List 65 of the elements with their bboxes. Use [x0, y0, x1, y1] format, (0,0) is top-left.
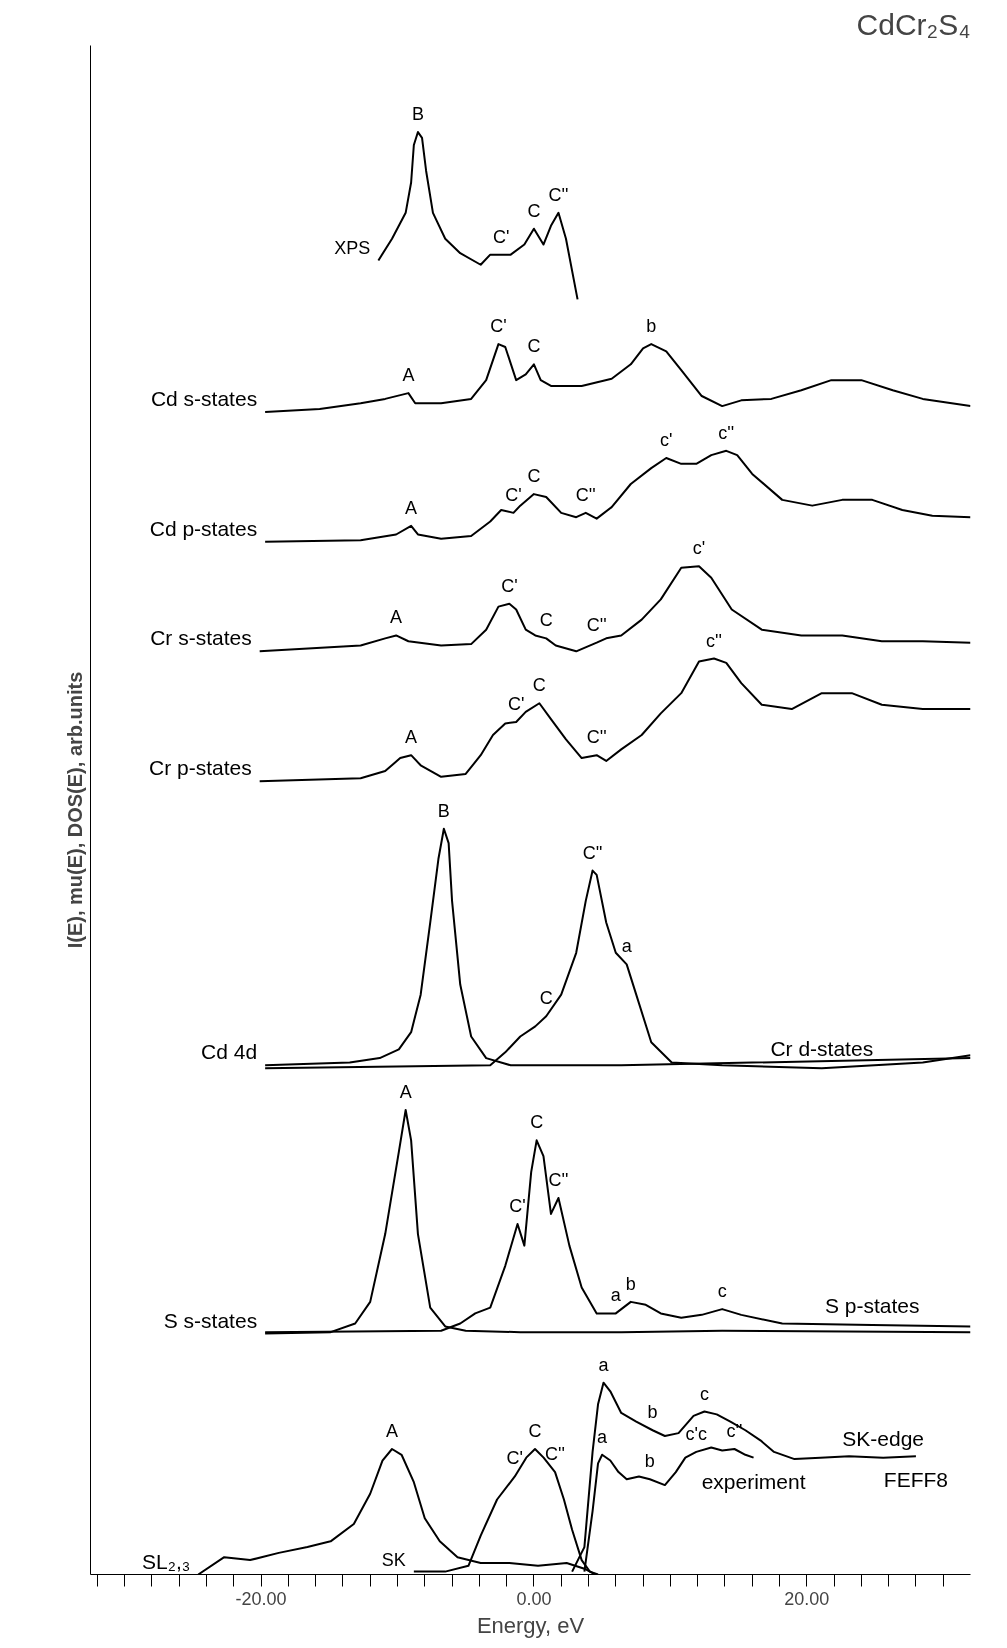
annotation: experiment	[701, 1469, 806, 1493]
annotation: S s-states	[163, 1308, 258, 1332]
annotation: c''	[706, 630, 722, 651]
annotation: C''	[545, 1444, 565, 1465]
annotation: A	[405, 497, 418, 518]
annotation: C'	[509, 1195, 526, 1216]
annotation: b	[647, 1402, 658, 1423]
annotation: Cd 4d	[201, 1040, 258, 1064]
annotation: C'	[501, 575, 518, 596]
annotation: C''	[575, 484, 596, 505]
annotation: A	[399, 1082, 412, 1103]
annotation: C'	[506, 1448, 524, 1469]
annotation: C''	[586, 727, 607, 748]
annotation: C	[539, 988, 553, 1009]
annotation: b	[646, 316, 657, 337]
annotation: Cr s-states	[150, 626, 252, 650]
annotation: C''	[548, 1170, 569, 1191]
annotation: c'	[692, 538, 706, 559]
annotation: C	[527, 466, 541, 487]
annotation: A	[390, 607, 403, 628]
x-tick-label: 20.00	[784, 1588, 830, 1609]
annotation: c'	[660, 430, 673, 451]
annotation: B	[411, 104, 424, 125]
annotation: c	[699, 1383, 709, 1404]
annotation: c''	[718, 422, 735, 443]
annotation: C	[527, 200, 541, 221]
annotation: SL₂,₃	[142, 1549, 191, 1573]
x-axis-title: Energy, eV	[476, 1612, 585, 1638]
x-tick-label: 0.00	[516, 1588, 552, 1609]
chart-title: CdCr₂S₄	[856, 7, 971, 41]
annotation: C	[528, 1421, 542, 1442]
y-axis-title: I(E), mu(E), DOS(E), arb.units	[63, 671, 86, 949]
x-tick-label: -20.00	[235, 1588, 287, 1609]
annotation: C	[532, 675, 546, 696]
annotation: C'	[490, 316, 507, 337]
annotation: C''	[582, 842, 603, 863]
annotation: C''	[548, 184, 569, 205]
annotation: C	[539, 610, 553, 631]
annotation: a	[597, 1426, 609, 1447]
annotation: C	[530, 1112, 544, 1133]
annotation: Cr p-states	[148, 756, 252, 780]
annotation: a	[621, 936, 633, 957]
annotation: c	[717, 1281, 727, 1302]
annotation: A	[402, 365, 415, 386]
annotation: Cr d-states	[770, 1037, 874, 1061]
annotation: a	[610, 1285, 622, 1306]
annotation: C	[527, 336, 541, 357]
annotation: A	[405, 727, 418, 748]
annotation: S p-states	[825, 1293, 920, 1317]
annotation: SK	[381, 1549, 406, 1570]
annotation: Cd s-states	[150, 386, 258, 410]
annotation: b	[625, 1273, 636, 1294]
annotation: FEFF8	[883, 1468, 949, 1492]
annotation: Cd p-states	[149, 516, 258, 540]
annotation: C'	[492, 226, 510, 247]
annotation: a	[598, 1354, 610, 1375]
annotation: C'	[505, 484, 522, 505]
annotation: XPS	[334, 238, 371, 259]
annotation: B	[437, 800, 450, 821]
annotation: C''	[586, 614, 607, 635]
annotation: c'c	[685, 1423, 707, 1444]
annotation: A	[386, 1421, 399, 1442]
annotation: b	[644, 1451, 655, 1472]
annotation: SK-edge	[842, 1426, 925, 1450]
annotation: C'	[507, 694, 525, 715]
